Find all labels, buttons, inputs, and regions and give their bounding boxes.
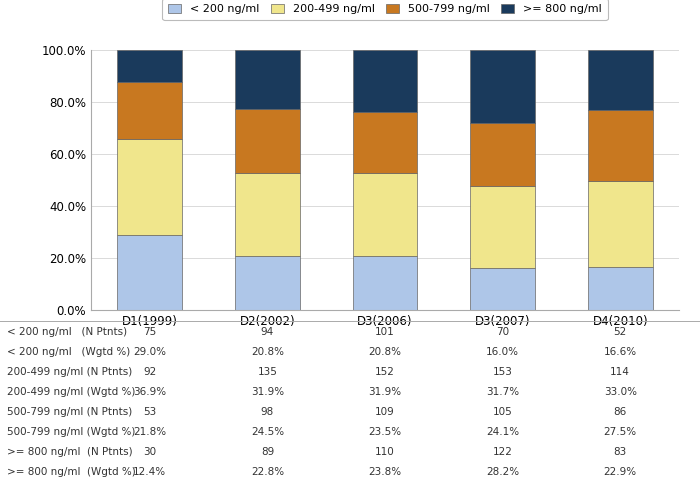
Text: 110: 110 (375, 446, 395, 456)
Text: 30: 30 (144, 446, 156, 456)
Text: 20.8%: 20.8% (368, 346, 402, 356)
Bar (118, 138, 182, 234)
Text: 36.9%: 36.9% (133, 386, 167, 396)
Text: 101: 101 (375, 326, 395, 336)
Text: 28.2%: 28.2% (486, 466, 519, 476)
Text: 152: 152 (375, 366, 395, 376)
Bar (588, 267, 652, 310)
Text: 105: 105 (493, 406, 512, 416)
Text: 135: 135 (258, 366, 277, 376)
Text: 31.9%: 31.9% (368, 386, 402, 396)
Bar (588, 50, 652, 110)
Text: 92: 92 (144, 366, 156, 376)
Text: 153: 153 (493, 366, 512, 376)
Bar (353, 256, 417, 310)
Bar (353, 112, 417, 173)
Bar (118, 82, 182, 138)
Bar (470, 50, 535, 124)
Text: 22.9%: 22.9% (603, 466, 637, 476)
Text: 89: 89 (261, 446, 274, 456)
Text: 12.4%: 12.4% (133, 466, 167, 476)
Bar (353, 173, 417, 256)
Bar (118, 50, 182, 82)
Text: 31.9%: 31.9% (251, 386, 284, 396)
Text: 98: 98 (261, 406, 274, 416)
Text: 83: 83 (614, 446, 626, 456)
Bar (235, 110, 300, 173)
Bar (118, 234, 182, 310)
Text: 53: 53 (144, 406, 156, 416)
Bar (588, 181, 652, 267)
Text: 21.8%: 21.8% (133, 426, 167, 436)
Text: 16.6%: 16.6% (603, 346, 637, 356)
Text: 500-799 ng/ml (N Ptnts): 500-799 ng/ml (N Ptnts) (7, 406, 132, 416)
Text: 23.5%: 23.5% (368, 426, 402, 436)
Text: 200-499 ng/ml (N Ptnts): 200-499 ng/ml (N Ptnts) (7, 366, 132, 376)
Text: >= 800 ng/ml  (Wgtd %): >= 800 ng/ml (Wgtd %) (7, 466, 136, 476)
Text: 52: 52 (614, 326, 626, 336)
Text: 23.8%: 23.8% (368, 466, 402, 476)
Bar (235, 173, 300, 256)
Text: 500-799 ng/ml (Wgtd %): 500-799 ng/ml (Wgtd %) (7, 426, 135, 436)
Text: 29.0%: 29.0% (133, 346, 167, 356)
Text: 114: 114 (610, 366, 630, 376)
Text: 16.0%: 16.0% (486, 346, 519, 356)
Bar (235, 256, 300, 310)
Text: 86: 86 (614, 406, 626, 416)
Text: 22.8%: 22.8% (251, 466, 284, 476)
Text: 122: 122 (493, 446, 512, 456)
Bar (470, 186, 535, 268)
Text: 24.5%: 24.5% (251, 426, 284, 436)
Bar (353, 50, 417, 112)
Text: 27.5%: 27.5% (603, 426, 637, 436)
Legend: < 200 ng/ml, 200-499 ng/ml, 500-799 ng/ml, >= 800 ng/ml: < 200 ng/ml, 200-499 ng/ml, 500-799 ng/m… (162, 0, 608, 20)
Bar (470, 124, 535, 186)
Text: 20.8%: 20.8% (251, 346, 284, 356)
Bar (588, 110, 652, 181)
Text: 75: 75 (144, 326, 156, 336)
Text: 109: 109 (375, 406, 395, 416)
Text: 24.1%: 24.1% (486, 426, 519, 436)
Text: 70: 70 (496, 326, 509, 336)
Text: >= 800 ng/ml  (N Ptnts): >= 800 ng/ml (N Ptnts) (7, 446, 132, 456)
Text: < 200 ng/ml   (Wgtd %): < 200 ng/ml (Wgtd %) (7, 346, 130, 356)
Text: 200-499 ng/ml (Wgtd %): 200-499 ng/ml (Wgtd %) (7, 386, 135, 396)
Bar (235, 50, 300, 110)
Text: 33.0%: 33.0% (603, 386, 637, 396)
Text: 31.7%: 31.7% (486, 386, 519, 396)
Text: 94: 94 (261, 326, 274, 336)
Bar (470, 268, 535, 310)
Text: < 200 ng/ml   (N Ptnts): < 200 ng/ml (N Ptnts) (7, 326, 127, 336)
